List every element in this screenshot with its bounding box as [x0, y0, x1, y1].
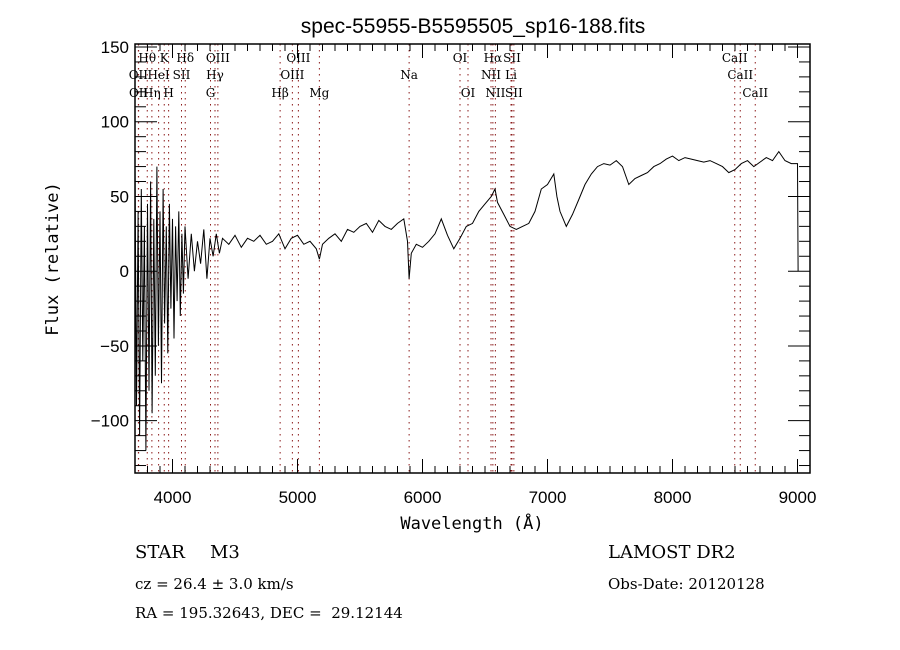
x-tick-label: 8000	[654, 488, 692, 507]
line-marker-label: CaII	[742, 86, 768, 100]
line-marker-label: HeI	[147, 68, 170, 82]
chart-title: spec-55955-B5595505_sp16-188.fits	[301, 15, 645, 38]
plot-frame	[134, 43, 811, 474]
line-marker-label: Mg	[309, 86, 329, 100]
object-subclass: M3	[210, 542, 240, 563]
line-marker-label: Hη	[143, 86, 161, 100]
x-tick-label: 7000	[529, 488, 567, 507]
line-marker-label: Hγ	[206, 68, 224, 82]
y-tick-label: −50	[100, 337, 129, 356]
line-marker-label: OIII	[286, 51, 310, 65]
line-marker-label: Na	[400, 68, 418, 82]
line-marker-label: Hα	[484, 51, 503, 65]
line-marker-label: OIII	[280, 68, 304, 82]
y-tick-label: 100	[101, 113, 129, 132]
line-marker-label: NII	[485, 86, 505, 100]
axes: 4000 5000 6000 7000 8000 9000 −100 −50 0 50 100 150	[91, 38, 817, 507]
line-marker-label: G	[206, 86, 216, 100]
line-marker-label: OI	[453, 51, 468, 65]
x-tick-label: 9000	[779, 488, 817, 507]
line-marker-label: K	[160, 51, 170, 65]
line-marker-label: Hβ	[271, 86, 288, 100]
x-tick-label: 4000	[154, 488, 192, 507]
line-marker-label: SII	[505, 86, 523, 100]
y-tick-label: 50	[110, 187, 129, 206]
x-tick-label: 6000	[404, 488, 442, 507]
line-marker-label: SII	[173, 68, 191, 82]
line-marker-label: H	[163, 86, 173, 100]
coordinates: RA = 195.32643, DEC = 29.12144	[135, 604, 403, 622]
object-class: STAR	[135, 542, 185, 563]
line-marker-label: Hδ	[176, 51, 194, 65]
line-marker-label: OIII	[206, 51, 230, 65]
line-marker-label: SII	[503, 51, 521, 65]
line-marker-label: Hθ	[138, 51, 156, 65]
radial-velocity: cz = 26.4 ± 3.0 km/s	[135, 575, 294, 593]
y-axis-label: Flux (relative)	[43, 182, 63, 336]
spectrum-line	[134, 150, 799, 451]
y-tick-label: 0	[120, 262, 129, 281]
line-marker-label: CaII	[722, 51, 748, 65]
line-marker-label: NII	[481, 68, 501, 82]
line-marker-label: OII	[129, 86, 149, 100]
y-tick-label: 150	[101, 38, 129, 57]
x-axis-label: Wavelength (Å)	[400, 512, 543, 534]
survey-name: LAMOST DR2	[608, 542, 736, 563]
line-marker-label: CaII	[727, 68, 753, 82]
y-tick-label: −100	[91, 412, 129, 431]
line-marker-label: Li	[505, 68, 517, 82]
observation-date: Obs-Date: 20120128	[608, 575, 765, 593]
x-tick-label: 5000	[279, 488, 317, 507]
line-marker-label: OI	[461, 86, 476, 100]
